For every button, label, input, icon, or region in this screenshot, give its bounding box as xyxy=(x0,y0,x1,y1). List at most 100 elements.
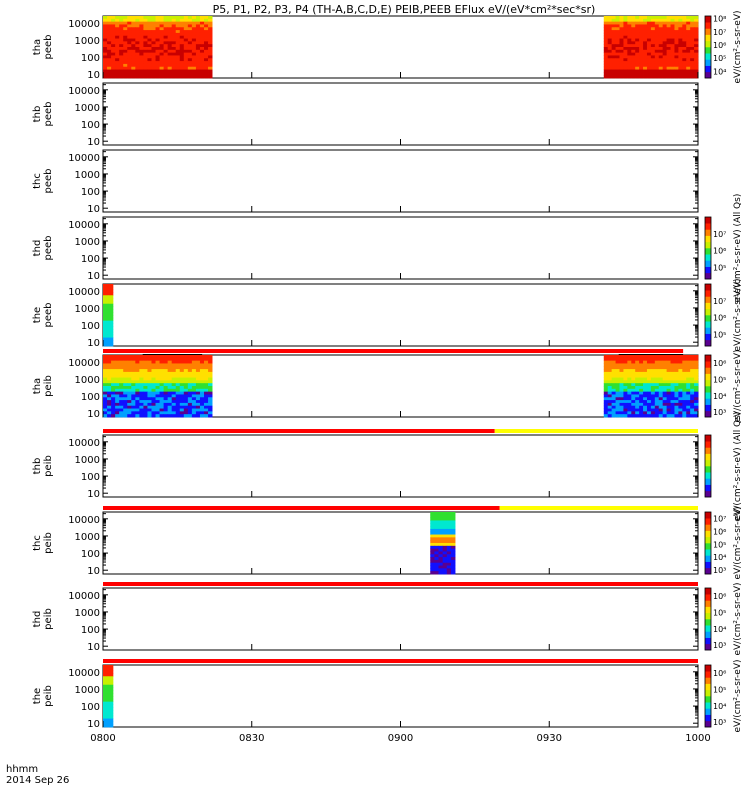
spectrogram-cell xyxy=(167,21,173,25)
spectrogram-cell xyxy=(123,58,128,62)
spectrogram-cell xyxy=(674,369,679,373)
spectrogram-cell xyxy=(662,377,667,381)
spectrogram-cell xyxy=(643,371,648,376)
status-bar-segment xyxy=(494,429,698,433)
spectrogram-cell xyxy=(155,41,160,45)
spectrogram-cell xyxy=(430,571,435,575)
colorbar-cell xyxy=(705,637,711,645)
spectrogram-cell xyxy=(430,514,435,519)
spectrogram-cell xyxy=(195,360,201,364)
spectrogram-cell xyxy=(670,66,675,70)
spectrogram-cell xyxy=(607,35,613,39)
spectrogram-cell xyxy=(107,681,114,686)
spectrogram-cell xyxy=(611,18,616,23)
spectrogram-cell xyxy=(155,49,160,54)
spectrogram-cell xyxy=(682,69,687,73)
colorbar-cell xyxy=(705,478,711,485)
spectrogram-cell xyxy=(650,61,656,65)
spectrogram-cell xyxy=(619,44,624,48)
spectrogram-cell xyxy=(183,21,189,25)
spectrogram-cell xyxy=(111,49,116,54)
spectrogram-cell xyxy=(151,400,156,404)
spectrogram-cell xyxy=(654,38,660,42)
spectrogram-cell xyxy=(670,405,675,409)
spectrogram-cell xyxy=(115,52,120,56)
spectrogram-cell xyxy=(666,69,671,73)
spectrogram-cell xyxy=(187,377,193,381)
spectrogram-cell xyxy=(662,397,667,401)
spectrogram-cell xyxy=(183,397,189,401)
spectrogram-cell xyxy=(111,16,116,20)
colorbar-tick-label: 10⁶ xyxy=(713,669,726,678)
spectrogram-cell xyxy=(646,32,652,37)
spectrogram-cell xyxy=(204,35,209,39)
spectrogram-cell xyxy=(434,526,439,530)
colorbar-cell xyxy=(705,561,711,569)
spectrogram-cell xyxy=(119,52,124,56)
spectrogram-cell xyxy=(167,411,173,415)
spectrogram-cell xyxy=(187,360,193,364)
spectrogram-cell xyxy=(159,355,164,359)
spectrogram-cell xyxy=(686,414,691,418)
spectrogram-cell xyxy=(115,16,120,20)
spectrogram-cell xyxy=(127,408,132,412)
colorbar-cell xyxy=(705,34,711,42)
spectrogram-cell xyxy=(650,35,656,39)
spectrogram-cell xyxy=(603,16,609,20)
colorbar-title: eV/(cm²-s-sr-eV) xyxy=(733,659,743,732)
spectrogram-cell xyxy=(674,411,679,415)
spectrogram-cell xyxy=(131,402,136,407)
spectrogram-cell xyxy=(643,374,648,378)
spectrogram-cell xyxy=(694,21,699,25)
spectrogram-cell xyxy=(607,55,613,59)
spectrogram-cell xyxy=(103,320,109,324)
spectrogram-cell xyxy=(639,49,644,54)
spectrogram-cell xyxy=(635,55,640,59)
spectrogram-cell xyxy=(187,383,193,387)
spectrogram-cell xyxy=(674,386,679,390)
spectrogram-cell xyxy=(171,27,177,31)
spectrogram-cell xyxy=(611,400,616,404)
spectrogram-cell xyxy=(690,383,695,387)
spectrogram-cell xyxy=(670,383,675,387)
spectrogram-cell xyxy=(442,517,448,521)
spectrogram-cell xyxy=(438,526,444,530)
spectrogram-cell xyxy=(123,16,128,20)
spectrogram-cell xyxy=(446,557,452,561)
spectrogram-cell xyxy=(646,41,652,45)
spectrogram-cell xyxy=(623,405,628,409)
spectrogram-cell xyxy=(619,41,624,45)
spectrogram-cell xyxy=(646,402,652,407)
spectrogram-cell xyxy=(163,52,169,56)
spectrogram-cell xyxy=(111,391,116,395)
spectrogram-cell xyxy=(167,400,173,404)
spectrogram-cell xyxy=(119,408,124,412)
colorbar-cell xyxy=(705,594,711,601)
spectrogram-cell xyxy=(135,402,140,407)
spectrogram-cell xyxy=(434,557,439,561)
y-tick-label: 10 xyxy=(87,489,100,500)
spectrogram-cell xyxy=(438,565,444,569)
spectrogram-cell xyxy=(646,47,652,51)
y-tick-label: 100 xyxy=(81,392,100,403)
spectrogram-cell xyxy=(438,537,444,541)
spectrogram-cell xyxy=(674,388,679,393)
spectrogram-cell xyxy=(167,63,173,68)
spectrogram-cell xyxy=(666,61,671,65)
spectrogram-cell xyxy=(199,411,205,415)
spectrogram-cell xyxy=(103,369,108,373)
spectrogram-cell xyxy=(107,331,114,336)
spectrogram-cell xyxy=(163,394,169,398)
spectrogram-cell xyxy=(603,400,609,404)
spectrogram-cell xyxy=(115,38,120,42)
time-axis-label-date: 2014 Sep 26 xyxy=(6,775,69,786)
spectrogram-cell xyxy=(646,377,652,381)
spectrogram-cell xyxy=(208,69,213,73)
spectrogram-cell xyxy=(107,44,112,48)
spectrogram-cell xyxy=(619,35,624,39)
spectrogram-cell xyxy=(123,411,128,415)
spectrogram-cell xyxy=(107,386,112,390)
spectrogram-cell xyxy=(658,18,664,23)
spectrogram-cell xyxy=(115,388,120,393)
spectrogram-cell xyxy=(446,512,452,516)
